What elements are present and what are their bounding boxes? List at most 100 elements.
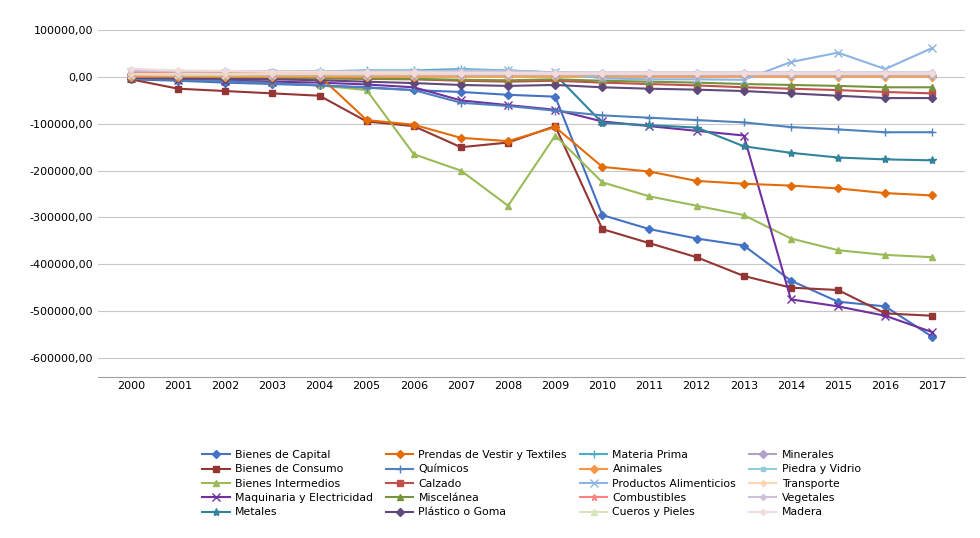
Químicos	[738, 119, 750, 126]
Miscelánea	[220, 74, 231, 81]
Combustibles	[550, 69, 562, 76]
Calzado	[125, 74, 137, 81]
Combustibles	[314, 70, 325, 76]
Productos Alimenticios	[502, 67, 514, 74]
Line: Productos Alimenticios: Productos Alimenticios	[126, 44, 937, 84]
Calzado	[550, 77, 562, 84]
Plástico o Goma	[691, 87, 703, 93]
Animales	[738, 73, 750, 80]
Metales	[361, 72, 372, 78]
Vegetales	[220, 68, 231, 75]
Line: Miscelánea: Miscelánea	[128, 74, 935, 90]
Metales	[738, 143, 750, 150]
Animales	[220, 73, 231, 80]
Materia Prima	[455, 66, 466, 72]
Piedra y Vidrio	[785, 70, 797, 76]
Plástico o Goma	[172, 75, 184, 82]
Miscelánea	[644, 79, 656, 85]
Bienes Intermedios	[125, 75, 137, 81]
Plástico o Goma	[550, 82, 562, 88]
Prendas de Vestir y Textiles	[455, 134, 466, 141]
Transporte	[879, 70, 891, 77]
Bienes de Consumo	[125, 76, 137, 82]
Bienes Intermedios	[738, 212, 750, 218]
Prendas de Vestir y Textiles	[644, 168, 656, 175]
Metales	[220, 73, 231, 79]
Madera	[879, 70, 891, 76]
Miscelánea	[926, 84, 938, 90]
Transporte	[267, 70, 278, 77]
Minerales	[738, 72, 750, 78]
Transporte	[926, 70, 938, 77]
Maquinaria y Electricidad	[502, 102, 514, 108]
Productos Alimenticios	[408, 69, 419, 75]
Productos Alimenticios	[267, 70, 278, 76]
Bienes Intermedios	[267, 79, 278, 85]
Madera	[926, 70, 938, 76]
Miscelánea	[550, 76, 562, 82]
Minerales	[691, 72, 703, 78]
Maquinaria y Electricidad	[408, 84, 419, 90]
Cueros y Pieles	[267, 72, 278, 79]
Madera	[738, 70, 750, 76]
Vegetales	[361, 68, 372, 75]
Vegetales	[408, 68, 419, 75]
Maquinaria y Electricidad	[455, 97, 466, 104]
Vegetales	[691, 69, 703, 75]
Miscelánea	[314, 75, 325, 81]
Químicos	[644, 115, 656, 121]
Bienes de Consumo	[502, 139, 514, 146]
Transporte	[220, 70, 231, 77]
Prendas de Vestir y Textiles	[785, 182, 797, 189]
Químicos	[455, 100, 466, 106]
Bienes de Consumo	[738, 273, 750, 279]
Bienes de Capital	[644, 226, 656, 232]
Productos Alimenticios	[597, 75, 609, 82]
Minerales	[408, 72, 419, 78]
Materia Prima	[644, 72, 656, 78]
Calzado	[926, 90, 938, 97]
Metales	[125, 73, 137, 79]
Bienes Intermedios	[172, 76, 184, 82]
Transporte	[785, 70, 797, 77]
Bienes de Consumo	[361, 118, 372, 125]
Line: Prendas de Vestir y Textiles: Prendas de Vestir y Textiles	[128, 72, 935, 198]
Bienes de Consumo	[550, 123, 562, 129]
Piedra y Vidrio	[502, 68, 514, 75]
Productos Alimenticios	[644, 76, 656, 82]
Cueros y Pieles	[738, 72, 750, 79]
Miscelánea	[785, 82, 797, 88]
Metales	[550, 72, 562, 78]
Químicos	[220, 78, 231, 84]
Combustibles	[172, 69, 184, 75]
Animales	[314, 73, 325, 80]
Bienes de Capital	[502, 91, 514, 98]
Miscelánea	[597, 77, 609, 84]
Productos Alimenticios	[550, 69, 562, 75]
Bienes de Capital	[361, 84, 372, 90]
Piedra y Vidrio	[597, 70, 609, 76]
Madera	[832, 70, 844, 76]
Bienes de Consumo	[172, 86, 184, 92]
Animales	[785, 73, 797, 80]
Químicos	[832, 126, 844, 133]
Metales	[502, 69, 514, 75]
Miscelánea	[738, 81, 750, 87]
Calzado	[220, 75, 231, 81]
Bienes Intermedios	[408, 151, 419, 158]
Materia Prima	[361, 67, 372, 74]
Line: Bienes Intermedios: Bienes Intermedios	[127, 74, 936, 261]
Maquinaria y Electricidad	[691, 128, 703, 134]
Bienes de Capital	[125, 76, 137, 82]
Bienes de Consumo	[691, 254, 703, 260]
Vegetales	[597, 69, 609, 75]
Minerales	[879, 72, 891, 78]
Vegetales	[926, 69, 938, 75]
Vegetales	[738, 69, 750, 75]
Vegetales	[267, 68, 278, 75]
Piedra y Vidrio	[408, 68, 419, 75]
Animales	[408, 73, 419, 80]
Plástico o Goma	[314, 77, 325, 83]
Piedra y Vidrio	[550, 69, 562, 75]
Productos Alimenticios	[125, 69, 137, 75]
